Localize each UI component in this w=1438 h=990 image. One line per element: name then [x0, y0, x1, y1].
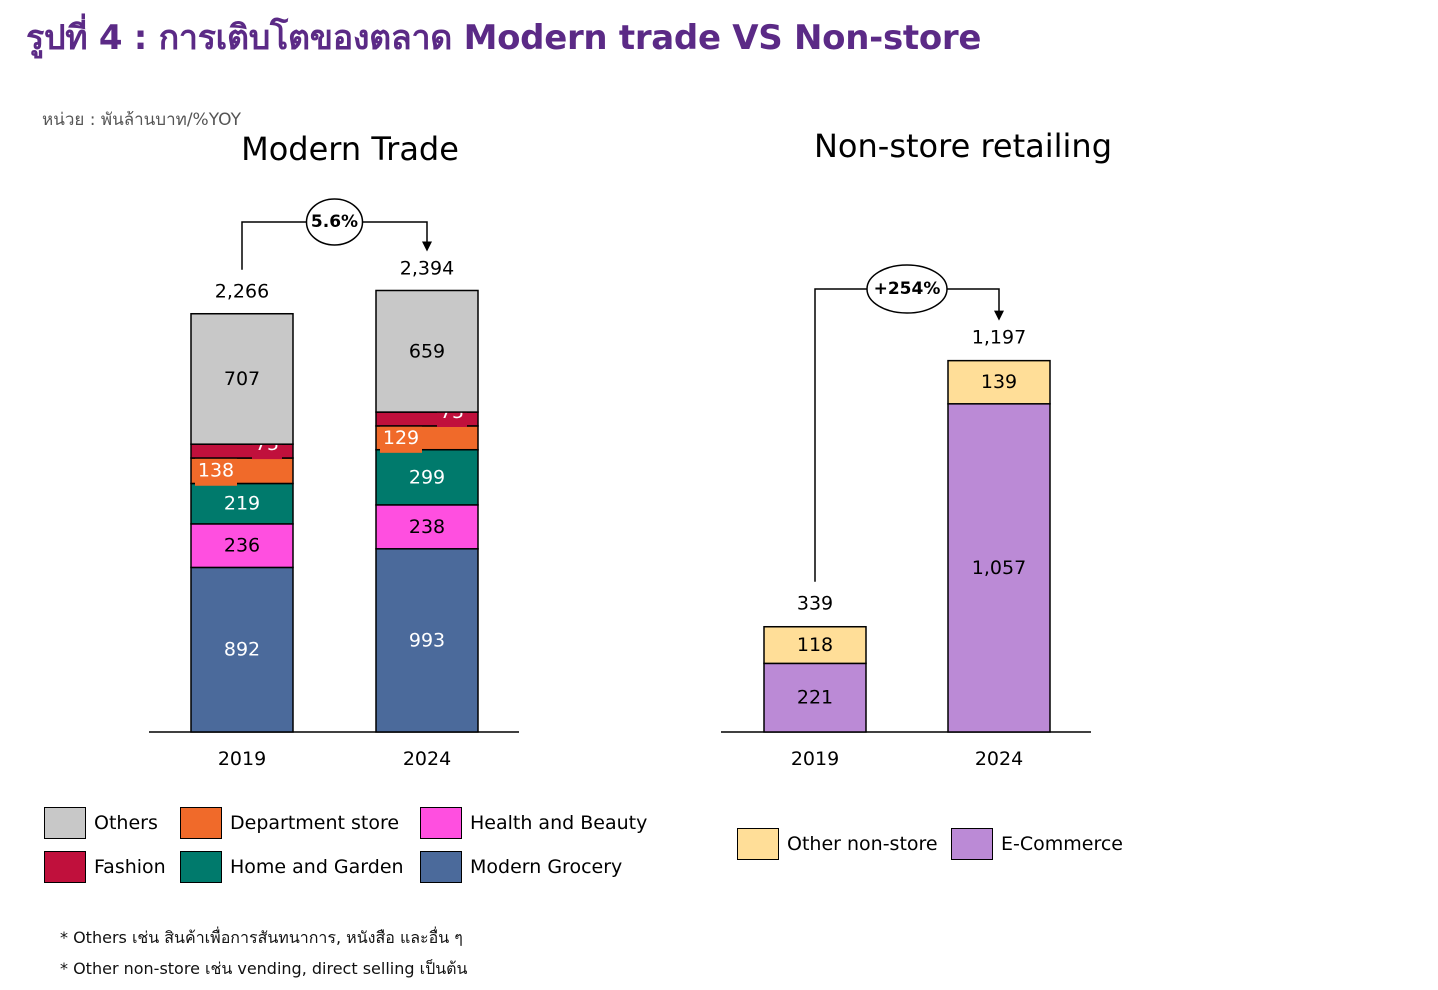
modern-trade-bar-others-2019	[190, 312, 294, 445]
modern-trade-label-home-and-garden-2019: 219	[224, 493, 260, 515]
non-store-total-label-2024: 1,197	[972, 327, 1026, 349]
modern-trade-x-tick-2019: 2019	[218, 748, 266, 770]
non-store-legend-label-e-commerce: E-Commerce	[1001, 833, 1123, 855]
modern-trade-x-tick-2024: 2024	[403, 748, 451, 770]
non-store-growth-badge	[866, 264, 948, 314]
modern-trade-legend-label-health-and-beauty: Health and Beauty	[470, 812, 648, 834]
modern-trade-callout-department-store-2024	[380, 422, 422, 453]
modern-trade-label-department-store-2024: 129	[383, 427, 419, 449]
non-store-x-tick-2024: 2024	[975, 748, 1023, 770]
modern-trade-legend-label-home-and-garden: Home and Garden	[230, 856, 404, 878]
non-store-growth-arrow	[947, 288, 1004, 321]
unit-note: หน่วย : พันล้านบาท/%YOY	[42, 110, 241, 130]
modern-trade-label-home-and-garden-2024: 299	[409, 466, 445, 488]
modern-trade-legend-item-others: Others	[44, 806, 158, 840]
modern-trade-bar-health-and-beauty-2019	[190, 523, 294, 569]
non-store-bar-e-commerce-2019	[763, 662, 867, 733]
modern-trade-legend-swatch-others	[44, 807, 86, 839]
non-store-label-other-non-store-2024: 139	[981, 371, 1017, 393]
non-store-legend-item-e-commerce: E-Commerce	[951, 827, 1123, 861]
non-store-x-tick-2019: 2019	[791, 748, 839, 770]
non-store-legend-label-other-non-store: Other non-store	[787, 833, 938, 855]
modern-trade-legend-swatch-modern-grocery	[420, 851, 462, 883]
non-store-bar-other-non-store-2024	[947, 359, 1051, 405]
modern-trade-callout-department-store-2019	[195, 455, 237, 486]
modern-trade-growth-arrow	[362, 221, 432, 252]
non-store-legend-swatch-other-non-store	[737, 828, 779, 860]
non-store-total-label-2019: 339	[797, 593, 833, 615]
modern-trade-label-health-and-beauty-2019: 236	[224, 535, 260, 557]
modern-trade-label-modern-grocery-2019: 892	[224, 639, 260, 661]
modern-trade-legend-item-fashion: Fashion	[44, 850, 166, 884]
footnote-non-store: * Other non-store เช่น vending, direct s…	[60, 959, 468, 978]
footnote-others: * Others เช่น สินค้าเพื่อการสันทนาการ, ห…	[60, 928, 463, 947]
modern-trade-bar-home-and-garden-2024	[375, 448, 479, 506]
modern-trade-bar-modern-grocery-2019	[190, 566, 294, 733]
modern-trade-growth-badge	[305, 198, 364, 246]
modern-trade-chart-title: Modern Trade	[241, 130, 459, 168]
non-store-label-e-commerce-2024: 1,057	[972, 557, 1026, 579]
modern-trade-legend-label-modern-grocery: Modern Grocery	[470, 856, 623, 878]
page-title: รูปที่ 4 : การเติบโตของตลาด Modern trade…	[26, 18, 982, 58]
modern-trade-label-others-2019: 707	[224, 368, 260, 390]
modern-trade-legend-label-department-store: Department store	[230, 812, 400, 834]
modern-trade-legend-swatch-health-and-beauty	[420, 807, 462, 839]
modern-trade-legend-item-home-and-garden: Home and Garden	[180, 850, 404, 884]
modern-trade-legend-item-health-and-beauty: Health and Beauty	[420, 806, 647, 840]
modern-trade-bar-others-2024	[375, 289, 479, 413]
modern-trade-growth-label: 5.6%	[311, 212, 358, 232]
modern-trade-growth-line-left	[241, 221, 307, 270]
non-store-growth-line-left	[814, 288, 867, 582]
modern-trade-legend-swatch-home-and-garden	[180, 851, 222, 883]
modern-trade-label-modern-grocery-2024: 993	[409, 629, 445, 651]
modern-trade-bar-modern-grocery-2024	[375, 548, 479, 733]
non-store-legend-item-other-non-store: Other non-store	[737, 827, 938, 861]
modern-trade-legend-item-department-store: Department store	[180, 806, 399, 840]
non-store-label-other-non-store-2019: 118	[797, 634, 833, 656]
non-store-bar-other-non-store-2019	[763, 625, 867, 665]
modern-trade-legend-label-fashion: Fashion	[94, 856, 166, 878]
modern-trade-legend-swatch-department-store	[180, 807, 222, 839]
non-store-bar-e-commerce-2024	[947, 403, 1051, 733]
non-store-chart-title: Non-store retailing	[813, 127, 1113, 165]
modern-trade-legend-label-others: Others	[94, 812, 158, 834]
modern-trade-total-label-2019: 2,266	[215, 281, 269, 303]
non-store-growth-label: +254%	[874, 279, 941, 299]
modern-trade-total-label-2024: 2,394	[400, 257, 454, 279]
modern-trade-label-others-2024: 659	[409, 340, 445, 362]
modern-trade-legend-swatch-fashion	[44, 851, 86, 883]
non-store-legend-swatch-e-commerce	[951, 828, 993, 860]
modern-trade-label-department-store-2019: 138	[198, 460, 234, 482]
non-store-label-e-commerce-2019: 221	[797, 687, 833, 709]
modern-trade-label-health-and-beauty-2024: 238	[409, 516, 445, 538]
modern-trade-legend-item-modern-grocery: Modern Grocery	[420, 850, 622, 884]
